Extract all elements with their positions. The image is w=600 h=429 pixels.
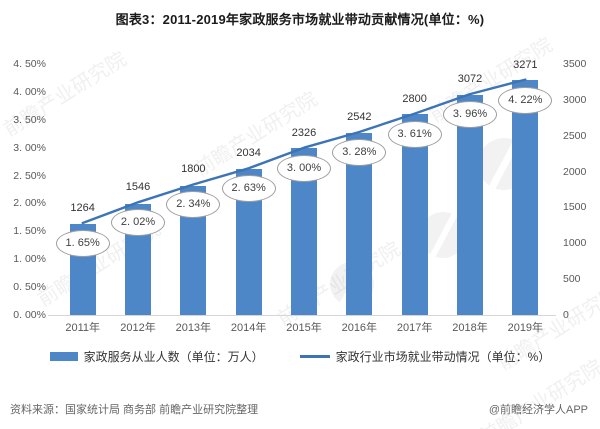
legend: 家政服务从业人数（单位：万人） 家政行业市场就业带动情况（单位：%） [0,348,600,365]
y-axis-tick-right: 3000 [563,93,587,106]
y-axis-tick-right: 3500 [563,58,587,70]
x-axis-label: 2018年 [452,322,488,334]
bar-value-label: 1546 [125,181,151,194]
bar [512,80,539,315]
line-point-label: 4. 22% [498,86,553,114]
legend-item-line: 家政行业市场就业带动情况（单位：%） [299,348,551,365]
line-point-label: 3. 61% [387,120,442,148]
x-axis-label: 2017年 [396,322,433,334]
y-axis-tick-left: 1. 50% [13,225,46,238]
y-axis-tick-right: 0 [563,309,569,321]
line-point-label: 3. 28% [332,139,387,167]
bar-value-label: 2542 [347,111,372,124]
bar-value-label: 2034 [236,147,261,160]
legend-item-bar: 家政服务从业人数（单位：万人） [49,348,264,365]
x-axis-label: 2014年 [230,322,267,334]
line-legend-swatch-icon [299,355,330,358]
watermark-logo-slash [428,209,460,261]
y-axis-tick-right: 500 [563,273,581,286]
x-axis-label: 2013年 [175,322,212,334]
x-axis-label: 2016年 [341,322,378,334]
bar-value-label: 1264 [70,201,95,214]
x-axis-label: 2019年 [507,322,544,334]
y-axis-tick-left: 3. 00% [13,141,46,154]
legend-label-bar: 家政服务从业人数（单位：万人） [83,350,264,364]
y-axis-tick-left: 1. 00% [13,253,46,266]
bar-value-label: 3271 [513,58,538,71]
chart-title: 图表3：2011-2019年家政服务市场就业带动贡献情况(单位：%) [115,12,485,27]
line-point-label: 3. 00% [277,154,331,182]
bar-value-label: 2800 [402,92,427,105]
x-axis-label: 2015年 [286,322,322,334]
y-axis-tick-left: 4. 50% [13,58,46,70]
y-axis-tick-left: 0. 00% [13,309,46,321]
y-axis-tick-right: 1500 [563,201,587,214]
bar-value-label: 1800 [181,163,206,176]
x-axis-label: 2012年 [120,322,156,334]
y-axis-tick-left: 2. 50% [13,169,46,182]
line-point-label: 1. 65% [55,229,110,257]
y-axis-tick-right: 2000 [563,165,587,178]
source-text: 资料来源：国家统计局 商务部 前瞻产业研究院整理 [10,404,259,416]
line-point-label: 3. 96% [443,101,497,129]
x-axis-line [48,315,556,316]
line-point-label: 2. 63% [221,175,276,203]
y-axis-tick-left: 4. 00% [13,85,46,98]
bar-value-label: 2326 [291,126,317,139]
x-axis-label: 2011年 [65,322,100,334]
y-axis-tick-left: 3. 50% [13,113,46,126]
y-axis-tick-left: 2. 00% [13,197,46,210]
bar-value-label: 3072 [457,73,483,86]
footer: 资料来源：国家统计局 商务部 前瞻产业研究院整理 @前瞻经济学人APP [10,401,588,417]
y-axis-tick-right: 2500 [563,129,587,142]
line-point-label: 2. 34% [166,191,221,219]
credit-text: @前瞻经济学人APP [488,404,588,416]
y-axis-tick-left: 0. 50% [13,281,46,294]
line-point-label: 2. 02% [111,209,165,237]
legend-label-line: 家政行业市场就业带动情况（单位：%） [335,350,551,364]
y-axis-tick-right: 1000 [563,237,587,250]
bar-legend-swatch-icon [49,352,78,361]
